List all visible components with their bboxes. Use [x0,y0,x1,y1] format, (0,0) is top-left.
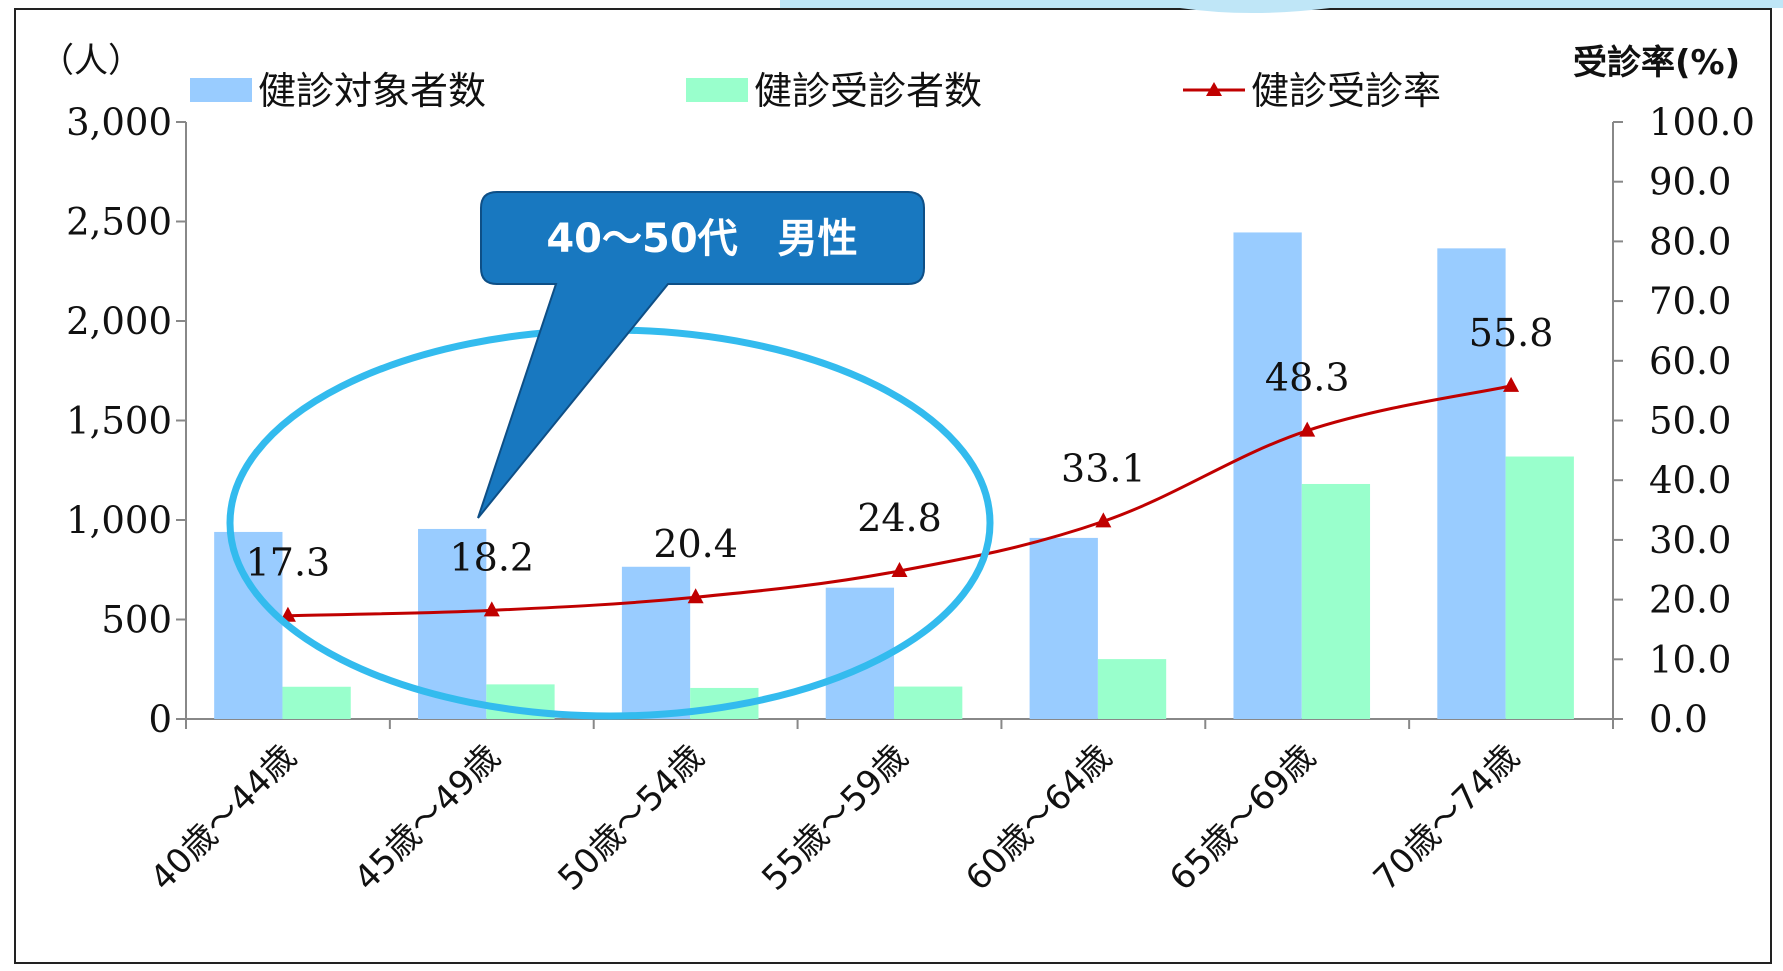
left-tick-label: 3,000 [66,101,172,144]
rate-data-label-1: 17.3 [246,541,331,585]
bar-target-3 [621,566,691,719]
right-tick-label: 0.0 [1649,698,1708,741]
bar-target-7 [1437,248,1506,720]
x-axis-ticks [185,719,1614,729]
callout: 40～50代 男性 [477,191,925,519]
bar-target-6 [1233,232,1302,719]
legend-label-examined: 健診受診者数 [754,69,982,113]
right-tick-label: 80.0 [1649,220,1731,263]
left-tick-label: 2,500 [66,201,172,244]
category-label-5: 60歳～64歳 [958,737,1120,899]
right-axis-unit: 受診率(%) [1573,43,1740,83]
left-tick-label: 2,000 [66,300,172,343]
data-labels-group: 17.3 18.2 20.4 24.8 33.1 48.3 55.8 [246,311,1554,585]
bar-examined-4 [894,686,963,719]
category-label-3: 50歳～54歳 [550,737,712,899]
right-tick-label: 50.0 [1649,400,1731,443]
right-tick-label: 90.0 [1649,161,1731,204]
right-tick-label: 10.0 [1649,638,1731,681]
rate-marker-4 [891,561,908,577]
left-tick-label: 0 [148,698,172,741]
callout-box [477,191,925,519]
rate-line-group [279,376,1520,622]
rate-data-label-5: 33.1 [1061,446,1146,490]
rate-data-label-4: 24.8 [857,496,942,540]
left-axis-ticks: 0 500 1,000 1,500 2,000 2,500 3,000 [66,101,186,741]
rate-marker-5 [1095,512,1112,528]
left-tick-label: 1,000 [66,499,172,542]
category-label-4: 55歳～59歳 [754,737,916,899]
rate-marker-2 [483,601,500,617]
left-tick-label: 500 [101,599,172,642]
callout-text: 40～50代 男性 [546,216,857,262]
rate-marker-6 [1299,421,1316,437]
right-tick-label: 70.0 [1649,280,1731,323]
right-tick-label: 60.0 [1649,340,1731,383]
header-tab-decoration [780,0,1783,13]
rate-marker-7 [1503,376,1520,392]
rate-data-label-6: 48.3 [1265,356,1350,400]
rate-marker-3 [687,588,704,604]
left-tick-label: 1,500 [66,400,172,443]
category-label-7: 70歳～74歳 [1366,737,1528,899]
category-label-1: 40歳～44歳 [143,737,305,899]
bar-target-2 [418,528,487,719]
legend-marker-rate [1206,82,1222,96]
legend-label-rate: 健診受診率 [1251,69,1441,113]
bar-target-4 [825,587,895,719]
bar-examined-1 [282,686,351,719]
bar-examined-5 [1097,659,1167,719]
category-label-6: 65歳～69歳 [1162,737,1324,899]
category-label-2: 45歳～49歳 [347,737,509,899]
right-tick-label: 40.0 [1649,459,1731,502]
left-axis-unit: （人） [40,41,142,81]
right-axis-ticks: 0.0 10.0 20.0 30.0 40.0 50.0 60.0 70.0 80.0 90.0 1… [1613,101,1755,741]
bars-group [214,232,1574,720]
rate-data-label-2: 18.2 [449,535,534,579]
bar-target-1 [214,531,283,719]
bar-examined-7 [1505,456,1574,719]
legend: 健診対象者数 健診受診者数 健診受診率 [190,69,1441,113]
bar-examined-6 [1301,483,1371,719]
legend-label-target: 健診対象者数 [258,69,486,113]
bar-target-5 [1029,537,1098,719]
legend-swatch-target [190,78,252,102]
category-labels-group: 40歳～44歳 45歳～49歳 50歳～54歳 55歳～59歳 60歳～64歳 65歳～6… [143,737,1528,899]
legend-swatch-examined [686,78,748,102]
right-tick-label: 100.0 [1649,101,1755,144]
rate-data-label-7: 55.8 [1469,311,1554,355]
rate-data-label-3: 20.4 [653,522,738,566]
right-tick-label: 20.0 [1649,579,1731,622]
right-tick-label: 30.0 [1649,519,1731,562]
